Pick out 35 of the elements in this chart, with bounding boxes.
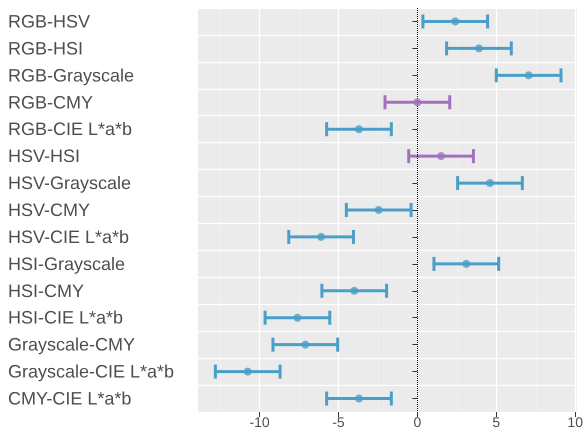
point bbox=[317, 232, 326, 241]
point bbox=[462, 260, 470, 268]
y-tick-label: HSI-CIE L*a*b bbox=[8, 308, 124, 328]
y-tick-label: RGB-HSI bbox=[8, 38, 84, 58]
point bbox=[486, 179, 494, 188]
y-tick-label: RGB-HSV bbox=[8, 11, 90, 32]
point bbox=[413, 98, 422, 106]
point bbox=[451, 17, 460, 26]
y-tick-label: HSI-Grayscale bbox=[8, 254, 126, 274]
y-tick-label: Grayscale-CMY bbox=[8, 334, 136, 355]
y-tick-label: HSV-CIE L*a*b bbox=[8, 226, 130, 247]
x-tick-label: -5 bbox=[332, 414, 345, 430]
point bbox=[293, 314, 302, 322]
x-tick-label: -10 bbox=[249, 414, 270, 430]
point bbox=[244, 368, 252, 376]
y-tick-label: HSI-CMY bbox=[8, 280, 84, 301]
point bbox=[301, 340, 310, 349]
point bbox=[374, 206, 383, 214]
y-tick-label: CMY-CIE L*a*b bbox=[8, 388, 132, 409]
x-tick-label: 5 bbox=[492, 414, 500, 430]
y-tick-label: HSV-HSI bbox=[8, 146, 80, 166]
point bbox=[437, 152, 446, 160]
point bbox=[354, 394, 363, 403]
point bbox=[350, 286, 358, 295]
y-tick-label: HSV-Grayscale bbox=[8, 173, 132, 194]
point bbox=[474, 44, 483, 52]
y-tick-label: RGB-CIE L*a*b bbox=[8, 119, 132, 140]
y-tick-label: RGB-Grayscale bbox=[8, 65, 134, 86]
y-tick-label: RGB-CMY bbox=[8, 92, 93, 112]
y-tick-label: Grayscale-CIE L*a*b bbox=[8, 362, 174, 382]
y-tick-label: HSV-CMY bbox=[8, 200, 90, 220]
point bbox=[354, 125, 363, 134]
point bbox=[524, 71, 533, 80]
x-tick-label: 10 bbox=[567, 414, 584, 430]
x-tick-label: 0 bbox=[413, 414, 422, 430]
